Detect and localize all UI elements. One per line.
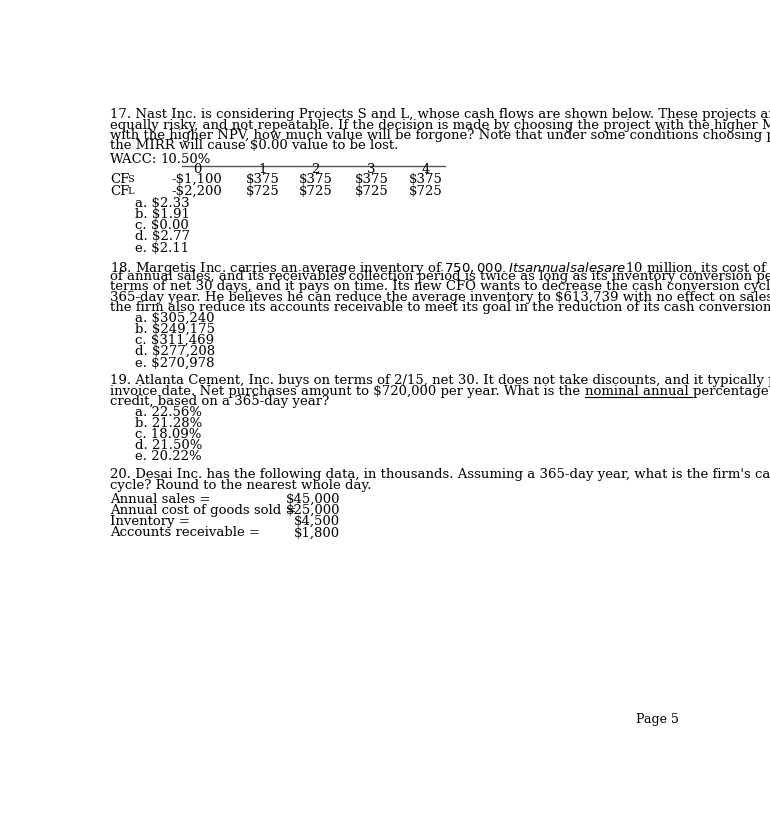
Text: equally risky, and not repeatable. If the decision is made by choosing the proje: equally risky, and not repeatable. If th… (110, 119, 770, 132)
Text: invoice date. Net purchases amount to $720,000 per year. What is the: invoice date. Net purchases amount to $7… (110, 385, 584, 398)
Text: $725: $725 (354, 185, 388, 198)
Text: 19. Atlanta Cement, Inc. buys on terms of 2/15, net 30. It does not take discoun: 19. Atlanta Cement, Inc. buys on terms o… (110, 374, 770, 387)
Text: e. $270,978: e. $270,978 (135, 356, 215, 369)
Text: b. $1.91: b. $1.91 (135, 208, 190, 221)
Text: $375: $375 (246, 173, 280, 186)
Text: a. 22.56%: a. 22.56% (135, 405, 202, 419)
Text: Annual cost of goods sold =: Annual cost of goods sold = (110, 504, 296, 517)
Text: $375: $375 (299, 173, 333, 186)
Text: c. 18.09%: c. 18.09% (135, 428, 202, 441)
Text: -$1,100: -$1,100 (172, 173, 223, 186)
Text: $725: $725 (246, 185, 280, 198)
Text: 4: 4 (421, 163, 430, 176)
Text: b. 21.28%: b. 21.28% (135, 417, 203, 429)
Text: $25,000: $25,000 (286, 504, 340, 517)
Text: a. $305,240: a. $305,240 (135, 311, 215, 325)
Text: nominal annual percentage cost: nominal annual percentage cost (584, 385, 770, 398)
Text: the MIRR will cause $0.00 value to be lost.: the MIRR will cause $0.00 value to be lo… (110, 139, 399, 152)
Text: $1,800: $1,800 (294, 527, 340, 540)
Text: d. $277,208: d. $277,208 (135, 345, 215, 358)
Text: $725: $725 (409, 185, 443, 198)
Text: of annual sales, and its receivables collection period is twice as long as its i: of annual sales, and its receivables col… (110, 270, 770, 283)
Text: c. $311,469: c. $311,469 (135, 334, 214, 347)
Text: e. $2.11: e. $2.11 (135, 241, 189, 255)
Text: WACC:: WACC: (110, 152, 158, 166)
Text: 365-day year. He believes he can reduce the average inventory to $613,739 with n: 365-day year. He believes he can reduce … (110, 291, 770, 304)
Text: terms of net 30 days, and it pays on time. Its new CFO wants to decrease the cas: terms of net 30 days, and it pays on tim… (110, 280, 770, 293)
Text: b. $249,175: b. $249,175 (135, 323, 215, 336)
Text: $45,000: $45,000 (286, 493, 340, 506)
Text: the firm also reduce its accounts receivable to meet its goal in the reduction o: the firm also reduce its accounts receiv… (110, 302, 770, 314)
Text: L: L (127, 187, 134, 196)
Text: 1: 1 (259, 163, 267, 176)
Text: Page 5: Page 5 (636, 713, 679, 726)
Text: $375: $375 (354, 173, 388, 186)
Text: cycle? Round to the nearest whole day.: cycle? Round to the nearest whole day. (110, 479, 372, 492)
Text: CF: CF (110, 185, 129, 198)
Text: a. $2.33: a. $2.33 (135, 197, 189, 210)
Text: S: S (127, 176, 134, 185)
Text: Accounts receivable =: Accounts receivable = (110, 527, 260, 540)
Text: with the higher NPV, how much value will be forgone? Note that under some condit: with the higher NPV, how much value will… (110, 129, 770, 142)
Text: 10.50%: 10.50% (161, 152, 211, 166)
Text: 20. Desai Inc. has the following data, in thousands. Assuming a 365-day year, wh: 20. Desai Inc. has the following data, i… (110, 468, 770, 481)
Text: credit, based on a 365-day year?: credit, based on a 365-day year? (110, 396, 330, 408)
Text: c. $0.00: c. $0.00 (135, 219, 189, 232)
Text: 0: 0 (192, 163, 201, 176)
Text: 3: 3 (367, 163, 376, 176)
Text: d. 21.50%: d. 21.50% (135, 439, 203, 452)
Text: $375: $375 (409, 173, 443, 186)
Text: Annual sales =: Annual sales = (110, 493, 210, 506)
Text: $725: $725 (299, 185, 333, 198)
Text: $4,500: $4,500 (294, 515, 340, 528)
Text: e. 20.22%: e. 20.22% (135, 450, 202, 463)
Text: Inventory =: Inventory = (110, 515, 190, 528)
Text: CF: CF (110, 173, 129, 186)
Text: -$2,200: -$2,200 (172, 185, 223, 198)
Text: d. $2.77: d. $2.77 (135, 231, 190, 243)
Text: 18. Margetis Inc. carries an average inventory of $750,000. Its annual sales are: 18. Margetis Inc. carries an average inv… (110, 260, 770, 277)
Text: 2: 2 (311, 163, 320, 176)
Text: 17. Nast Inc. is considering Projects S and L, whose cash flows are shown below.: 17. Nast Inc. is considering Projects S … (110, 108, 770, 121)
